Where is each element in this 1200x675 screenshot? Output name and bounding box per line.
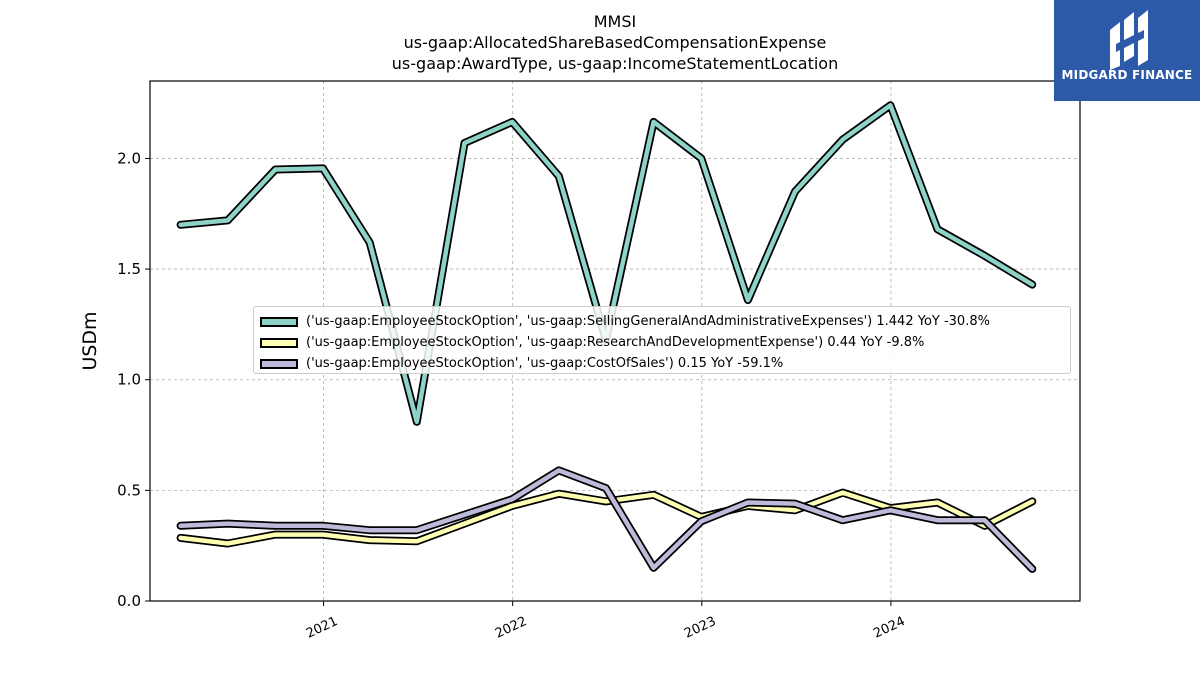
x-tick-label: 2023	[682, 614, 718, 642]
chart-legend: ('us-gaap:EmployeeStockOption', 'us-gaap…	[253, 306, 1071, 374]
y-tick-label: 1.0	[117, 371, 141, 389]
y-tick-label: 2.0	[117, 149, 141, 167]
series-1	[176, 488, 1037, 548]
y-tick-label: 1.5	[117, 260, 141, 278]
series-0	[176, 101, 1037, 426]
series-outline	[176, 466, 1037, 573]
series-outline	[176, 101, 1037, 426]
title-line-ticker: MMSI	[593, 12, 637, 31]
y-tick-label: 0.0	[117, 592, 141, 610]
x-tick-label: 2021	[304, 614, 340, 642]
y-axis-label: USDm	[79, 311, 101, 370]
legend-label-sga: ('us-gaap:EmployeeStockOption', 'us-gaap…	[306, 314, 990, 329]
title-line-dimensions: us-gaap:AwardType, us-gaap:IncomeStateme…	[391, 54, 839, 73]
y-tick-label: 0.5	[117, 481, 141, 499]
logo-text: MIDGARD FINANCE	[1061, 68, 1193, 82]
legend-item-sga: ('us-gaap:EmployeeStockOption', 'us-gaap…	[260, 311, 1064, 332]
series-line	[178, 490, 1035, 546]
title-line-concept: us-gaap:AllocatedShareBasedCompensationE…	[403, 33, 827, 52]
legend-label-rnd: ('us-gaap:EmployeeStockOption', 'us-gaap…	[306, 335, 925, 350]
x-tick-label: 2022	[493, 614, 529, 642]
logo-mark-icon	[1110, 10, 1148, 70]
legend-swatch-cos	[260, 358, 298, 369]
midgard-finance-logo: MIDGARD FINANCE	[1054, 0, 1200, 101]
series-2	[176, 466, 1037, 573]
series-line	[178, 468, 1035, 572]
legend-swatch-rnd	[260, 337, 298, 348]
x-tick-label: 2024	[871, 614, 907, 642]
legend-item-cos: ('us-gaap:EmployeeStockOption', 'us-gaap…	[260, 353, 1064, 374]
legend-item-rnd: ('us-gaap:EmployeeStockOption', 'us-gaap…	[260, 332, 1064, 353]
legend-label-cos: ('us-gaap:EmployeeStockOption', 'us-gaap…	[306, 356, 784, 371]
legend-swatch-sga	[260, 316, 298, 327]
plot-frame	[149, 80, 1081, 602]
